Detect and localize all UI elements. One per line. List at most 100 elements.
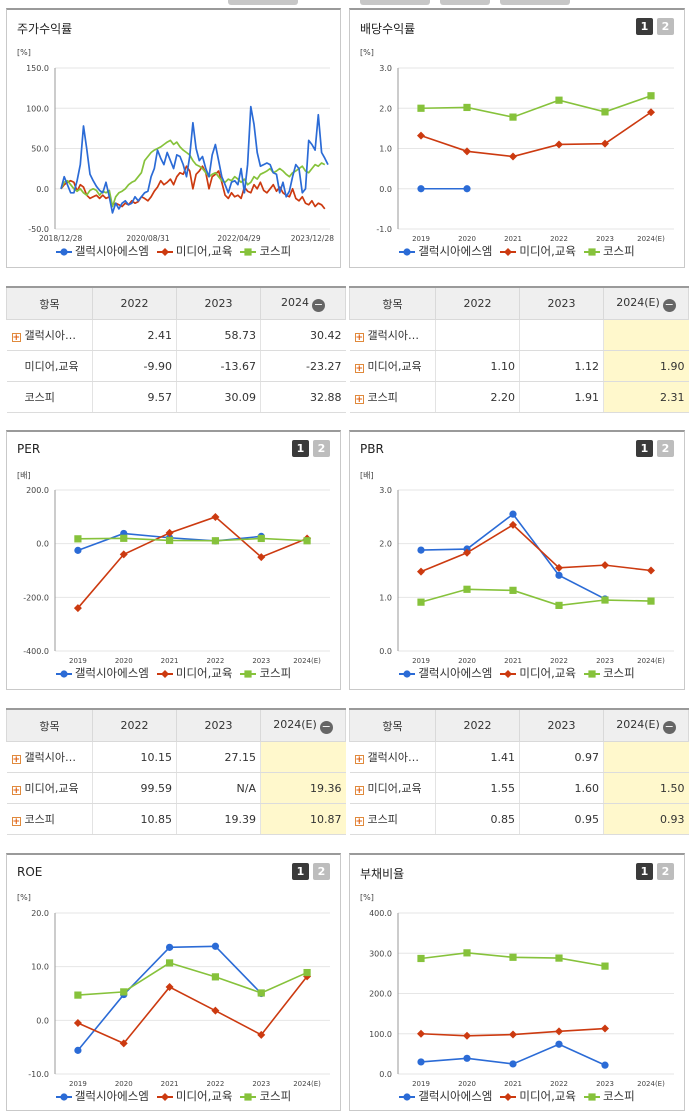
view-2-button[interactable]: 2: [657, 18, 674, 35]
series-line: [420, 523, 652, 573]
legend-swatch: [583, 1093, 600, 1101]
legend-swatch: [156, 248, 173, 256]
view-1-button[interactable]: 1: [636, 440, 653, 457]
y-tick-label: -200.0: [23, 593, 49, 602]
table-cell: 1.55: [435, 772, 520, 804]
top-tab[interactable]: [360, 0, 430, 5]
x-tick-label: 2019: [412, 235, 430, 242]
view-1-button[interactable]: 1: [636, 863, 653, 880]
x-tick-label: 2024(E): [637, 235, 665, 242]
table-row: 코스피 9.57 30.09 32.88: [6, 381, 346, 413]
legend-swatch: [583, 670, 600, 678]
top-tab[interactable]: [440, 0, 490, 5]
legend-item: 코스피: [583, 1088, 635, 1104]
column-header-label: 2024(E): [616, 717, 660, 731]
expand-icon[interactable]: +: [354, 755, 364, 765]
y-tick-label: 1.0: [379, 593, 392, 602]
column-header: 항목: [6, 286, 93, 320]
view-2-button[interactable]: 2: [313, 440, 330, 457]
view-1-button[interactable]: 1: [292, 440, 309, 457]
legend-swatch: [156, 1093, 173, 1101]
table-cell: 0.93: [603, 803, 689, 835]
y-tick-label: -1.0: [376, 225, 392, 234]
expand-icon[interactable]: +: [11, 786, 21, 796]
data-point: [417, 598, 425, 606]
top-tab[interactable]: [500, 0, 570, 5]
table-cell: 1.91: [519, 381, 604, 413]
y-tick-label: -10.0: [28, 1070, 49, 1079]
column-header[interactable]: 2024−: [260, 286, 346, 320]
column-header-label: 항목: [39, 719, 60, 733]
expand-icon[interactable]: +: [354, 395, 364, 405]
series-s3: [74, 534, 311, 545]
legend-marker: [160, 670, 169, 678]
data-point: [509, 152, 517, 161]
x-tick-label: 2023: [596, 235, 614, 242]
data-point: [647, 92, 655, 100]
expand-icon[interactable]: +: [354, 786, 364, 796]
x-tick-label: 2020/08/31: [126, 234, 169, 242]
legend-marker: [244, 248, 253, 256]
legend-marker: [60, 1093, 68, 1101]
view-2-button[interactable]: 2: [657, 440, 674, 457]
legend-swatch: [240, 670, 257, 678]
table-row: + 미디어,교육 1.10 1.12 1.90: [349, 350, 689, 382]
series-s3: [417, 92, 655, 121]
legend-swatch: [500, 670, 517, 678]
x-tick-label: 2024(E): [637, 657, 665, 664]
top-tab[interactable]: [228, 0, 298, 5]
x-tick-label: 2023: [596, 657, 614, 664]
data-point: [555, 571, 563, 579]
column-header[interactable]: 2024(E) −: [603, 286, 689, 320]
y-tick-label: 100.0: [369, 1030, 392, 1039]
collapse-icon[interactable]: −: [662, 719, 676, 734]
data-point: [601, 1024, 609, 1033]
column-header[interactable]: 2024(E) −: [260, 708, 346, 742]
column-header-label: 2023: [204, 719, 233, 732]
table-cell: 1.60: [519, 772, 604, 804]
row-name-cell: 미디어,교육: [6, 350, 93, 382]
legend-item: 갤럭시아에스엠: [399, 665, 492, 681]
view-toggle: 1 2: [636, 18, 674, 35]
collapse-icon[interactable]: −: [662, 297, 676, 312]
row-name: 미디어,교육: [24, 782, 79, 795]
data-point: [211, 1006, 220, 1015]
table-cell: 30.09: [176, 381, 261, 413]
column-header-label: 2022: [463, 719, 492, 732]
legend-swatch: [55, 248, 72, 256]
legend-item: 갤럭시아에스엠: [399, 243, 492, 259]
legend-marker: [60, 670, 68, 678]
view-2-button[interactable]: 2: [657, 863, 674, 880]
view-toggle: 1 2: [292, 440, 330, 457]
column-header: 항목: [349, 708, 436, 742]
view-2-button[interactable]: 2: [313, 863, 330, 880]
data-point: [211, 973, 220, 981]
collapse-icon[interactable]: −: [319, 719, 333, 734]
y-tick-label: 2.0: [379, 104, 392, 113]
table-cell: -9.90: [92, 350, 177, 382]
collapse-icon[interactable]: −: [312, 297, 325, 312]
row-name: 미디어,교육: [24, 360, 79, 373]
expand-icon[interactable]: +: [11, 755, 21, 765]
view-1-button[interactable]: 1: [636, 18, 653, 35]
x-tick-label: 2020: [458, 235, 476, 242]
column-header[interactable]: 2024(E) −: [603, 708, 689, 742]
data-point: [417, 1029, 425, 1038]
view-1-button[interactable]: 1: [292, 863, 309, 880]
expand-icon[interactable]: +: [11, 333, 21, 343]
data-point: [555, 601, 563, 609]
expand-icon[interactable]: +: [354, 817, 364, 827]
column-header-label: 2024: [281, 295, 309, 309]
legend-marker: [403, 670, 411, 678]
expand-icon[interactable]: +: [354, 364, 364, 374]
data-point: [119, 550, 128, 559]
row-name-cell: + 미디어,교육: [6, 772, 93, 804]
panel-title: PBR: [360, 442, 384, 456]
panel-title: 배당수익률: [360, 22, 416, 36]
panel-title: 부채비율: [360, 867, 405, 881]
legend-label: 갤럭시아에스엠: [418, 1089, 493, 1103]
expand-icon[interactable]: +: [11, 817, 21, 827]
data-point: [417, 1058, 425, 1066]
chart-legend: 갤럭시아에스엠 미디어,교육 코스피: [350, 1088, 684, 1104]
expand-icon[interactable]: +: [354, 333, 364, 343]
